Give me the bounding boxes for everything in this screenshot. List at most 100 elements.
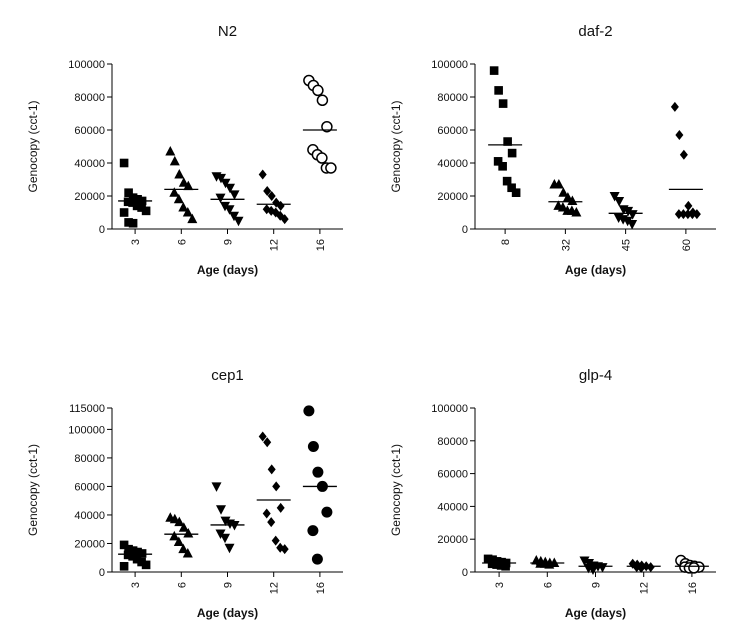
data-point-triangle-down [216, 505, 226, 515]
data-point-square [494, 86, 503, 95]
y-tick-label: 100000 [68, 424, 105, 436]
data-point-circle [321, 506, 333, 518]
data-point-diamond [258, 431, 267, 442]
x-tick-label: 12 [639, 582, 651, 594]
data-point-square [119, 158, 129, 168]
data-point-square [124, 218, 133, 227]
data-point-square [141, 206, 151, 216]
y-tick-label: 20000 [437, 534, 468, 546]
data-point-triangle-down [609, 192, 620, 202]
data-point-diamond [684, 200, 693, 211]
data-point-diamond [679, 149, 688, 160]
data-point-square [128, 552, 137, 561]
panel-2: daf-2 0 20000 40000 60000 80000 100000 Genocopy… [389, 23, 716, 277]
data-point-triangle-up [178, 543, 189, 554]
data-point-diamond [271, 535, 280, 546]
data-point-triangle-up [169, 530, 180, 541]
x-tick-label: 9 [223, 582, 235, 588]
x-tick-label: 60 [681, 239, 693, 251]
data-point-square [132, 554, 142, 564]
data-point-diamond [276, 200, 285, 211]
x-tick-label: 9 [223, 239, 235, 245]
data-point-diamond [262, 508, 271, 519]
data-point-triangle-up [571, 207, 582, 217]
data-point-diamond [679, 209, 688, 220]
y-tick-label: 115000 [69, 403, 105, 415]
y-tick-label: 0 [99, 567, 105, 579]
data-point-triangle-up [165, 145, 176, 156]
data-point-circle-open [321, 120, 333, 133]
data-point-triangle-down [211, 482, 222, 492]
chart-title: cep1 [211, 367, 244, 384]
x-tick-label: 6 [176, 582, 188, 588]
data-point-triangle-down [229, 190, 240, 200]
data-point-circle [303, 405, 315, 417]
data-point-square [119, 208, 129, 217]
y-tick-label: 80000 [437, 92, 468, 104]
data-point-triangle-up [567, 195, 578, 205]
data-point-triangle-down [623, 206, 634, 217]
data-point-square [119, 540, 129, 550]
data-point-triangle-down [233, 216, 244, 227]
data-point-diamond [646, 562, 655, 573]
data-point-triangle-down [225, 183, 235, 194]
data-point-circle-open [312, 84, 324, 97]
data-point-square [119, 561, 129, 571]
y-tick-label: 60000 [74, 481, 105, 493]
x-tick-label: 16 [315, 239, 327, 251]
x-tick-label: 45 [621, 239, 633, 251]
data-point-triangle-up [187, 213, 198, 224]
y-tick-label: 100000 [68, 59, 105, 71]
panel-1: N2 0 20000 40000 60000 80000 100000 Genocopy (c… [26, 23, 343, 277]
data-point-triangle-down [627, 220, 638, 230]
data-point-triangle-up [182, 547, 193, 558]
data-point-triangle-down [224, 205, 235, 215]
y-axis-label: Genocopy (cct-1) [26, 444, 40, 536]
data-point-diamond [276, 502, 285, 513]
data-point-triangle-down [229, 520, 240, 531]
data-point-square [128, 546, 138, 555]
data-point-triangle-up [178, 202, 189, 212]
y-tick-label: 0 [462, 224, 468, 236]
data-point-triangle-up [169, 187, 180, 197]
data-point-square [137, 557, 146, 567]
data-point-diamond [267, 464, 276, 475]
y-axis-label: Genocopy (cct-1) [389, 444, 403, 536]
data-point-square [123, 197, 133, 207]
data-point-square [493, 157, 503, 166]
data-point-triangle-down [216, 173, 226, 184]
data-point-square [502, 176, 512, 186]
x-tick-label: 12 [269, 582, 281, 594]
data-point-diamond [688, 209, 697, 220]
data-point-triangle-down [229, 211, 239, 222]
data-point-diamond [267, 517, 276, 528]
data-point-triangle-up [178, 522, 189, 532]
y-tick-label: 0 [99, 224, 105, 236]
y-tick-label: 40000 [74, 158, 105, 170]
x-tick-label: 32 [560, 239, 572, 251]
data-point-triangle-down [224, 543, 235, 554]
y-tick-label: 100000 [431, 59, 468, 71]
y-tick-label: 20000 [74, 191, 105, 203]
data-point-triangle-down [584, 558, 594, 569]
data-point-diamond [272, 481, 281, 492]
data-point-square [128, 218, 138, 228]
data-point-square [133, 195, 142, 204]
data-point-triangle-up [182, 207, 193, 217]
data-point-triangle-down [220, 516, 231, 527]
y-tick-label: 0 [462, 567, 468, 579]
data-point-triangle-down [220, 178, 231, 189]
data-point-triangle-down [220, 201, 230, 212]
data-point-circle [311, 553, 323, 565]
panel-4: glp-4 0 20000 40000 60000 80000 100000 Genocopy… [389, 367, 716, 620]
y-tick-label: 60000 [437, 125, 468, 137]
y-tick-label: 100000 [431, 403, 468, 415]
data-point-square [489, 66, 499, 75]
y-tick-label: 80000 [74, 92, 105, 104]
x-tick-label: 3 [494, 582, 506, 588]
data-point-triangle-up [553, 178, 564, 189]
x-tick-label: 3 [130, 239, 142, 245]
data-point-square [501, 561, 510, 571]
data-point-circle [307, 525, 319, 537]
